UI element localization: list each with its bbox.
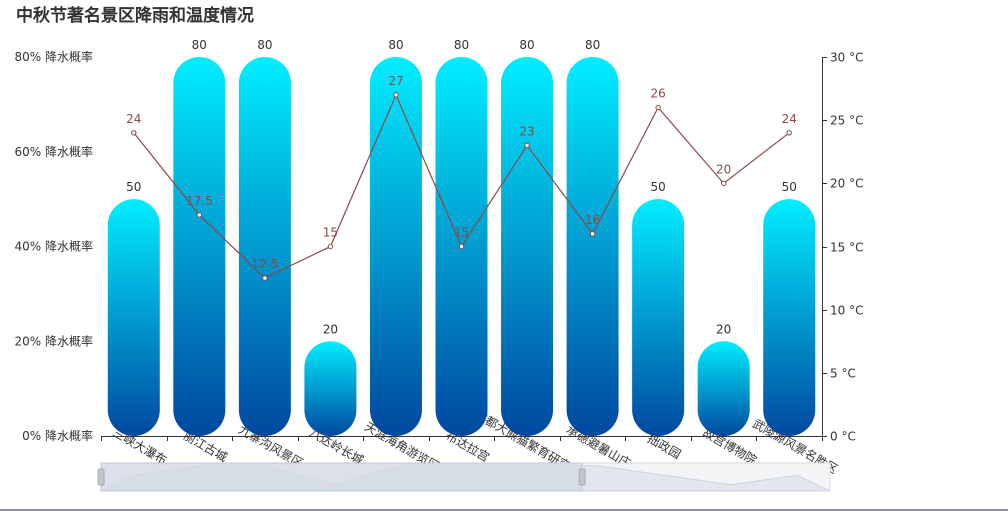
bar-value-label: 80	[519, 38, 534, 52]
y-right-tick-label: 10 °C	[830, 304, 863, 318]
temperature-point	[196, 212, 203, 218]
y-right-tick-label: 25 °C	[830, 114, 863, 128]
datazoom-selection[interactable]	[100, 462, 583, 492]
bar-value-label: 80	[585, 38, 600, 52]
temperature-value-label: 27	[388, 74, 403, 88]
bottom-scroll-track	[0, 509, 1008, 511]
datazoom-handle-right[interactable]	[578, 468, 586, 486]
temperature-value-label: 16	[585, 213, 600, 227]
temperature-point	[589, 231, 596, 237]
bar	[304, 341, 357, 436]
temperature-value-label: 12.5	[252, 257, 279, 271]
temperature-value-label: 24	[782, 112, 797, 126]
y-right-tick-label: 0 °C	[830, 430, 856, 444]
x-category-label: 拙政园	[645, 431, 683, 461]
y-right-tick-label: 15 °C	[830, 241, 863, 255]
bar	[697, 341, 750, 436]
bar	[501, 57, 554, 436]
y-left-tick-label: 0% 降水概率	[22, 428, 93, 443]
temperature-point	[786, 130, 792, 136]
bar	[107, 199, 160, 436]
temperature-value-label: 23	[519, 124, 534, 138]
temperature-value-label: 24	[126, 112, 141, 126]
bar-value-label: 20	[716, 322, 731, 336]
chart-title: 中秋节著名景区降雨和温度情况	[16, 6, 254, 26]
temperature-point	[458, 243, 465, 250]
y-left-tick-label: 60% 降水概率	[15, 144, 94, 159]
temperature-point	[655, 104, 661, 111]
bar	[238, 57, 291, 436]
y-left-tick-label: 40% 降水概率	[15, 239, 94, 254]
bar-value-label: 80	[192, 38, 207, 52]
bar-value-label: 50	[782, 180, 797, 194]
bar-value-label: 80	[454, 38, 469, 52]
bar-value-label: 80	[388, 38, 403, 52]
y-right-tick-label: 30 °C	[830, 51, 863, 65]
temperature-point	[131, 130, 137, 136]
temperature-value-label: 20	[716, 162, 731, 176]
bar-value-label: 50	[650, 180, 665, 194]
y-right-tick-label: 20 °C	[830, 177, 863, 191]
datazoom-handle-left[interactable]	[97, 468, 105, 486]
bar	[173, 57, 226, 436]
y-right-tick-label: 5 °C	[830, 367, 856, 381]
y-left-tick-label: 20% 降水概率	[15, 333, 94, 348]
bar-value-label: 50	[126, 180, 141, 194]
bar	[763, 199, 816, 436]
bar	[369, 57, 422, 436]
temperature-value-label: 15	[323, 226, 338, 240]
temperature-point	[327, 243, 334, 250]
temperature-point	[262, 275, 268, 281]
bar	[566, 57, 619, 436]
temperature-value-label: 15	[454, 226, 469, 240]
temperature-point	[524, 142, 530, 149]
temperature-value-label: 26	[650, 87, 665, 101]
temperature-point	[720, 180, 727, 187]
y-left-tick-label: 80% 降水概率	[15, 49, 94, 64]
bar-value-label: 20	[323, 322, 338, 336]
temperature-point	[393, 92, 399, 98]
bar-value-label: 80	[257, 38, 272, 52]
temperature-value-label: 17.5	[186, 194, 213, 208]
bar	[632, 199, 685, 436]
